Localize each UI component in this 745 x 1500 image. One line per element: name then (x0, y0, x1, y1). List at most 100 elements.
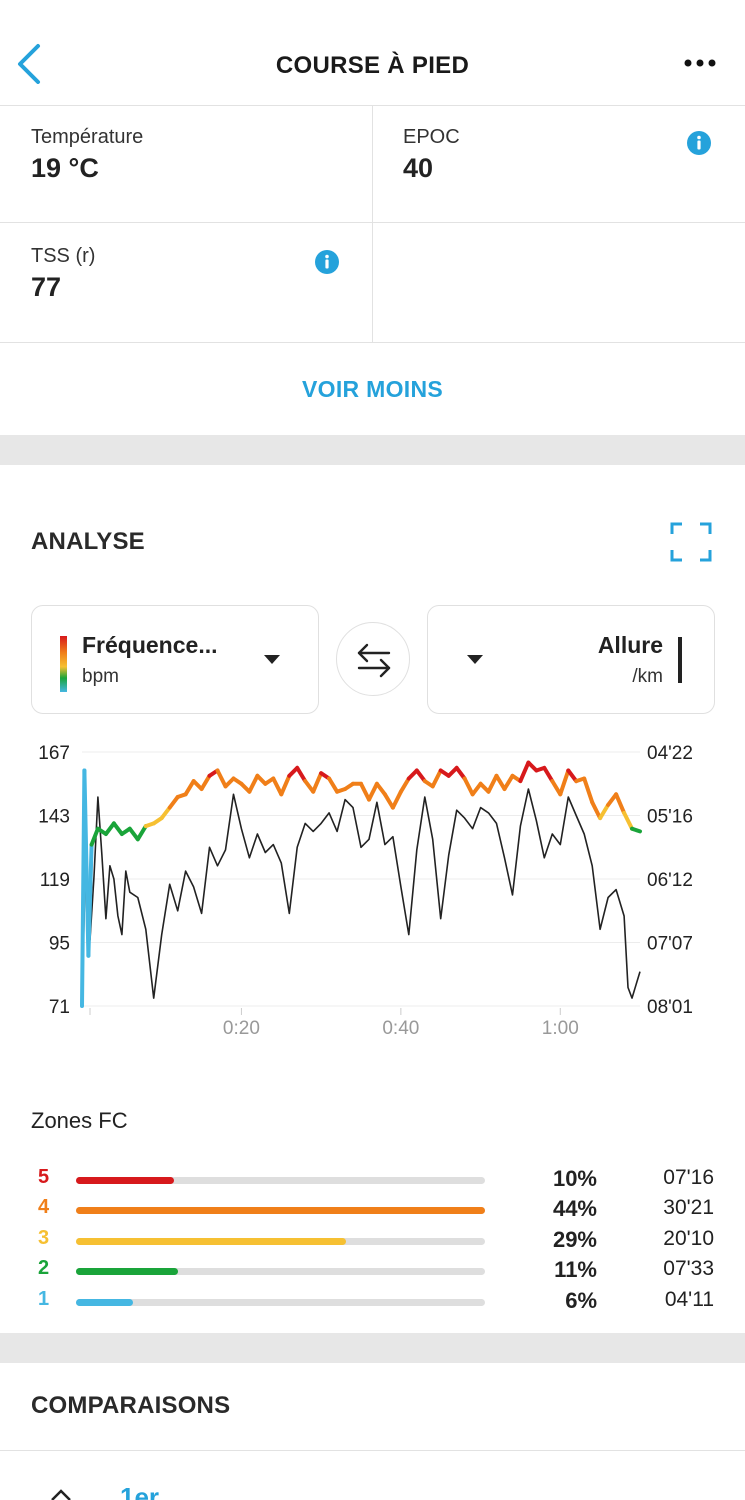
heart-rate-segment (622, 810, 634, 831)
zone-percent: 44% (552, 1196, 597, 1221)
heart-rate-segment (630, 826, 642, 834)
zone-percent: 29% (552, 1227, 597, 1252)
y-right-tick-label: 07'07 (647, 934, 693, 955)
zone-time: 30'21 (663, 1196, 714, 1219)
heart-rate-segment (390, 789, 403, 810)
right-metric-selector[interactable]: Allure /km (427, 605, 715, 714)
heart-rate-segment (215, 768, 228, 789)
page-title: COURSE À PIED (275, 52, 470, 79)
zone-row: 3 29% 20'10 (0, 1227, 745, 1257)
swap-metrics-button[interactable] (336, 622, 410, 696)
divider (0, 342, 745, 343)
heart-rate-segment (103, 821, 116, 836)
heart-rate-segment (414, 768, 427, 784)
right-metric-unit: /km (632, 666, 663, 687)
zone-time: 07'33 (663, 1257, 714, 1280)
caret-down-icon (264, 655, 280, 664)
zone-time: 07'16 (663, 1166, 714, 1189)
divider (372, 105, 373, 342)
y-left-tick-label: 119 (40, 870, 70, 891)
zone-bar-track (76, 1299, 485, 1306)
heart-rate-segment (271, 776, 284, 797)
voir-moins-button[interactable]: VOIR MOINS (301, 375, 443, 402)
heart-rate-series (80, 760, 642, 1008)
y-axis-left-labels: 167 143 119 95 71 (38, 743, 70, 1018)
stat-label-epoc: EPOC (403, 126, 460, 148)
divider (0, 1450, 745, 1451)
header-bar: COURSE À PIED (0, 0, 745, 105)
pace-line (81, 788, 641, 1007)
zone-number: 2 (38, 1257, 50, 1279)
heart-rate-segment (398, 776, 411, 794)
heart-rate-segment (454, 765, 467, 781)
fullscreen-icon (670, 522, 712, 562)
heart-rate-segment (502, 773, 515, 791)
zone-bar-track (76, 1238, 485, 1245)
pace-series (81, 788, 641, 1007)
left-metric-label: Fréquence... (82, 632, 218, 658)
info-icon[interactable] (314, 249, 340, 275)
stat-value-temperature: 19 °C (31, 153, 99, 183)
heart-rate-segment (558, 768, 571, 797)
zone-number: 1 (38, 1288, 50, 1310)
pace-line-icon (678, 637, 682, 683)
heart-rate-segment (295, 765, 308, 784)
heart-rate-segment (598, 802, 611, 821)
heart-rate-segment (486, 773, 499, 794)
x-tick-label: 1:00 (542, 1018, 579, 1039)
heart-rate-gradient-icon (60, 636, 67, 692)
analyse-title: ANALYSE (31, 528, 145, 555)
heart-rate-segment (462, 776, 475, 797)
y-axis-right-labels: 04'22 05'16 06'12 07'07 08'01 (647, 743, 693, 1018)
y-left-tick-label: 143 (38, 807, 70, 828)
heart-rate-segment (86, 842, 94, 958)
zone-bar-fill (76, 1238, 346, 1245)
comparaisons-title: COMPARAISONS (31, 1392, 231, 1419)
stat-label-temperature: Température (31, 126, 144, 148)
back-button[interactable] (12, 40, 48, 84)
zone-bar-fill (76, 1299, 134, 1306)
heart-rate-segment (111, 821, 124, 836)
fullscreen-button[interactable] (670, 522, 712, 562)
heart-rate-segment (582, 776, 595, 805)
chevron-left-icon (18, 44, 40, 84)
chart-grid (82, 751, 640, 1007)
zone-bar-track (76, 1268, 485, 1275)
caret-down-icon (467, 655, 483, 664)
heart-rate-segment (367, 781, 379, 802)
zone-row: 1 6% 04'11 (0, 1288, 745, 1318)
heart-rate-segment (159, 805, 172, 821)
heart-rate-segment (430, 768, 443, 789)
y-left-tick-label: 167 (38, 743, 70, 764)
y-left-tick-label: 95 (49, 934, 70, 955)
more-options-button[interactable] (676, 50, 724, 76)
zone-percent: 11% (554, 1257, 597, 1282)
section-separator (0, 435, 745, 465)
y-right-tick-label: 05'16 (647, 807, 693, 828)
stat-value-epoc: 40 (403, 153, 434, 183)
zone-number: 4 (38, 1196, 50, 1218)
heart-rate-segment (518, 760, 531, 784)
swap-arrows-icon (357, 643, 391, 678)
heart-rate-segment (247, 773, 260, 794)
zone-number: 3 (38, 1227, 50, 1249)
heart-rate-segment (494, 773, 507, 791)
zone-bar-track (76, 1207, 485, 1214)
heart-rate-segment (470, 781, 483, 797)
zone-bar-fill (76, 1177, 175, 1184)
heart-rate-segment (566, 768, 579, 784)
zones-title: Zones FC (31, 1108, 128, 1133)
right-metric-label: Allure (597, 632, 663, 658)
section-separator (0, 1333, 745, 1363)
zone-bar-track (76, 1177, 485, 1184)
left-metric-unit: bpm (82, 666, 119, 687)
heart-rate-segment (183, 779, 196, 797)
left-metric-selector[interactable]: Fréquence... bpm (31, 605, 319, 714)
zone-percent: 6% (565, 1288, 597, 1313)
y-right-tick-label: 04'22 (647, 743, 693, 764)
more-dots-icon (684, 59, 716, 67)
info-icon[interactable] (686, 130, 712, 156)
stat-value-tss: 77 (31, 272, 62, 302)
y-right-tick-label: 06'12 (647, 870, 693, 891)
